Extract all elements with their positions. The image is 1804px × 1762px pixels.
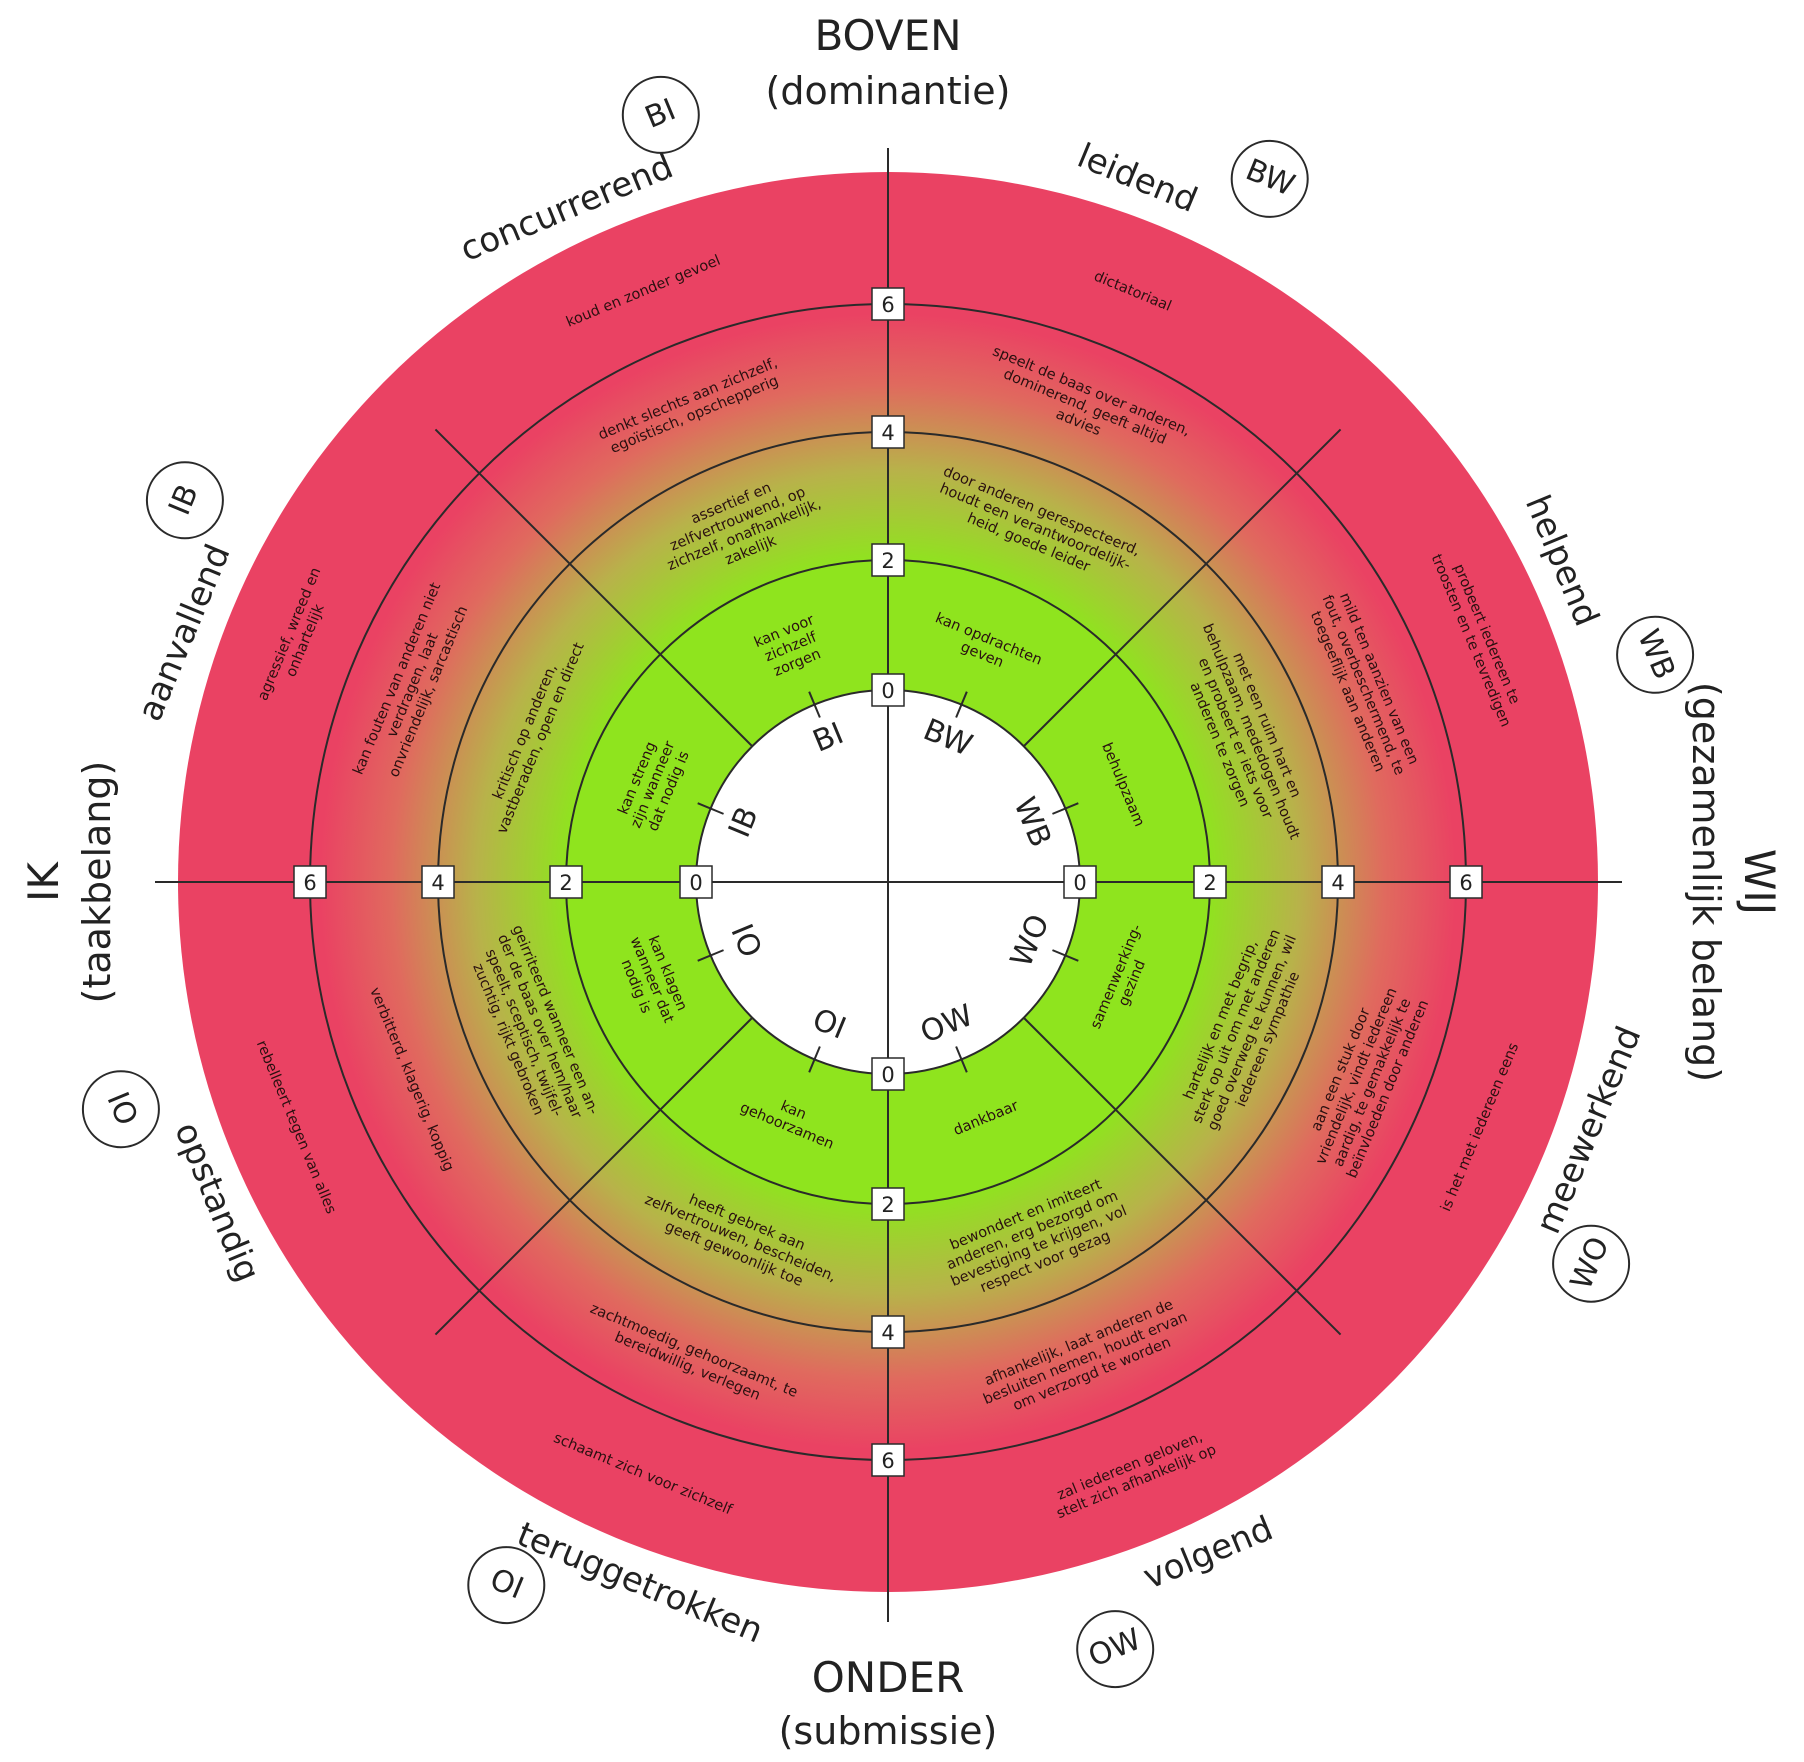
octant-badge-wb: WB <box>1616 615 1695 694</box>
scale-marker: 6 <box>1449 865 1483 899</box>
axis-right-sub: (gezamenlijk belang) <box>1684 682 1728 1082</box>
scale-box <box>549 865 583 899</box>
inner-boundary-tick <box>808 691 821 718</box>
inner-boundary-tick <box>697 949 724 962</box>
octant-badge-oi: OI <box>467 1546 546 1625</box>
scale-marker: 0 <box>679 865 713 899</box>
scale-box <box>1193 865 1227 899</box>
scale-box <box>871 673 905 707</box>
diagonal-spoke <box>1023 1017 1342 1336</box>
badge-circle <box>145 461 224 540</box>
badge-circle <box>1076 1610 1155 1689</box>
diagonal-spoke <box>1023 428 1342 747</box>
diagonal-spoke <box>434 428 753 747</box>
scale-marker: 6 <box>871 1443 905 1477</box>
badge-circle <box>1230 139 1309 218</box>
scale-marker: 2 <box>549 865 583 899</box>
axis-left-main: IK <box>19 861 68 902</box>
scale-box <box>871 543 905 577</box>
scale-label: 2 <box>881 1193 894 1217</box>
inner-boundary-tick <box>697 802 724 815</box>
badge-circle <box>467 1546 546 1625</box>
scale-label: 0 <box>689 871 702 895</box>
scale-marker: 4 <box>871 1315 905 1349</box>
axis-bottom-sub: (submissie) <box>779 1709 998 1753</box>
scale-label: 6 <box>1459 871 1472 895</box>
scale-box <box>871 1187 905 1221</box>
scale-label: 4 <box>1331 871 1344 895</box>
scale-box <box>1063 865 1097 899</box>
scale-label: 6 <box>881 293 894 317</box>
scale-box <box>871 1057 905 1091</box>
badge-circle <box>81 1070 160 1149</box>
octant-badge-io: IO <box>81 1070 160 1149</box>
octant-badge-wo: WO <box>1552 1224 1631 1303</box>
octant-badge-ow: OW <box>1076 1610 1155 1689</box>
axis-right: WIJ (gezamenlijk belang) <box>1684 682 1784 1082</box>
scale-box <box>421 865 455 899</box>
scale-label: 0 <box>881 1063 894 1087</box>
scale-label: 6 <box>881 1449 894 1473</box>
inner-boundary-tick <box>1052 802 1079 815</box>
scale-box <box>871 1443 905 1477</box>
diagonal-spoke <box>434 1017 753 1336</box>
scale-label: 0 <box>1073 871 1086 895</box>
scale-marker: 4 <box>421 865 455 899</box>
scale-box <box>871 415 905 449</box>
scale-label: 4 <box>881 1321 894 1345</box>
scale-marker: 0 <box>871 1057 905 1091</box>
scale-label: 4 <box>881 421 894 445</box>
scale-box <box>679 865 713 899</box>
scale-marker: 2 <box>871 543 905 577</box>
scale-label: 4 <box>431 871 444 895</box>
scale-marker: 6 <box>871 287 905 321</box>
inner-boundary-tick <box>1052 949 1079 962</box>
axis-top-sub: (dominantie) <box>766 69 1011 113</box>
scale-marker: 2 <box>871 1187 905 1221</box>
axis-left-sub: (taakbelang) <box>75 761 119 1004</box>
scale-label: 0 <box>881 679 894 703</box>
scale-marker: 4 <box>1321 865 1355 899</box>
inner-boundary-tick <box>955 691 968 718</box>
axis-left: IK (taakbelang) <box>19 761 119 1004</box>
inner-boundary-tick <box>955 1046 968 1073</box>
scale-label: 2 <box>881 549 894 573</box>
badge-circle <box>1616 615 1695 694</box>
badge-circle <box>1552 1224 1631 1303</box>
octant-badge-ib: IB <box>145 461 224 540</box>
axis-top-main: BOVEN <box>814 11 961 60</box>
scale-marker: 2 <box>1193 865 1227 899</box>
octant-badge-bi: BI <box>621 75 700 154</box>
scale-label: 2 <box>559 871 572 895</box>
scale-label: 6 <box>303 871 316 895</box>
scale-marker: 0 <box>871 673 905 707</box>
octant-dividers <box>434 428 1342 1336</box>
badge-circle <box>621 75 700 154</box>
scale-marker: 4 <box>871 415 905 449</box>
scale-box <box>293 865 327 899</box>
inner-boundary-tick <box>808 1046 821 1073</box>
scale-markers: 0 2 4 6 0 2 4 6 0 2 4 6 0 2 4 6 <box>293 287 1483 1477</box>
axis-bottom-main: ONDER <box>812 1653 965 1702</box>
scale-box <box>871 1315 905 1349</box>
scale-box <box>871 287 905 321</box>
axis-right-main: WIJ <box>1735 849 1784 915</box>
scale-box <box>1449 865 1483 899</box>
octant-badge-bw: BW <box>1230 139 1309 218</box>
scale-box <box>1321 865 1355 899</box>
scale-label: 2 <box>1203 871 1216 895</box>
scale-marker: 6 <box>293 865 327 899</box>
scale-marker: 0 <box>1063 865 1097 899</box>
axis-lines <box>155 148 1622 1622</box>
